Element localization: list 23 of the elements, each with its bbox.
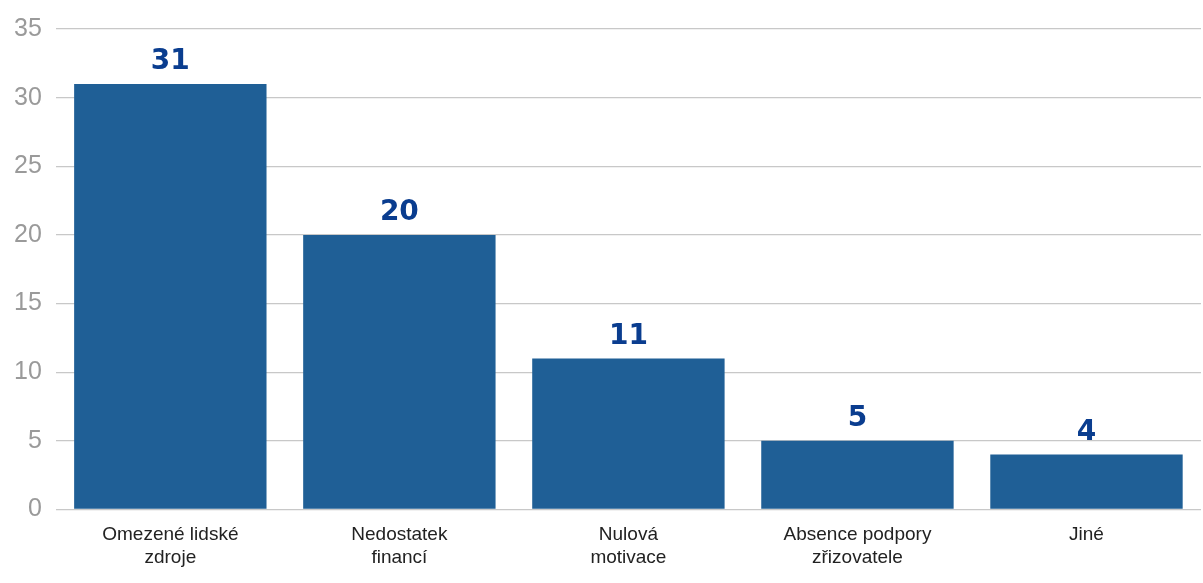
y-tick-label: 10 <box>14 356 42 385</box>
x-tick-label: Nulová motivace <box>590 523 667 567</box>
y-tick-label: 5 <box>27 424 42 453</box>
bar <box>532 358 725 509</box>
data-label: 4 <box>1076 413 1097 447</box>
x-tick-label: Jiné <box>1069 523 1104 545</box>
data-label: 20 <box>379 194 419 228</box>
x-tick-label: Nedostatek financí <box>351 523 448 567</box>
data-label: 11 <box>608 317 648 351</box>
y-tick-label: 20 <box>14 218 42 247</box>
y-tick-label: 35 <box>14 12 42 41</box>
y-tick-label: 15 <box>14 287 42 316</box>
bar <box>761 440 954 509</box>
data-label: 5 <box>847 400 868 434</box>
data-label: 31 <box>150 43 190 77</box>
y-tick-label: 25 <box>14 150 42 179</box>
bar <box>303 234 496 509</box>
y-tick-label: 0 <box>27 493 42 522</box>
bar <box>990 454 1183 509</box>
x-tick-label: Absence podpory zřizovatele <box>783 523 932 567</box>
x-tick-label: Omezené lidské zdroje <box>102 523 239 567</box>
bar <box>74 83 267 509</box>
y-tick-label: 30 <box>14 81 42 110</box>
